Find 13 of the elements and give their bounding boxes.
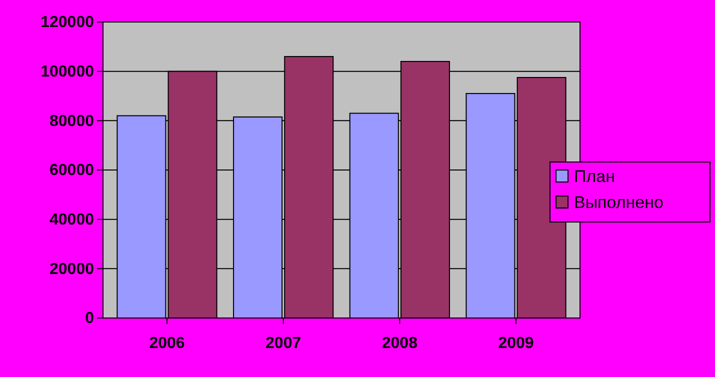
x-tick-label: 2009 [498, 334, 534, 352]
y-tick-label: 80000 [50, 112, 94, 130]
y-tick-label: 120000 [40, 14, 94, 32]
y-tick-label: 20000 [50, 260, 94, 278]
legend-label: Выполнено [574, 193, 664, 212]
x-tick-label: 2007 [266, 334, 302, 352]
x-tick-label: 2008 [382, 334, 418, 352]
y-tick-label: 0 [85, 310, 94, 328]
y-tick-label: 100000 [40, 63, 94, 80]
y-tick-label: 60000 [50, 162, 94, 180]
y-tick-label: 40000 [50, 211, 94, 228]
x-tick-label: 2006 [149, 334, 185, 352]
legend-label: План [574, 167, 615, 186]
